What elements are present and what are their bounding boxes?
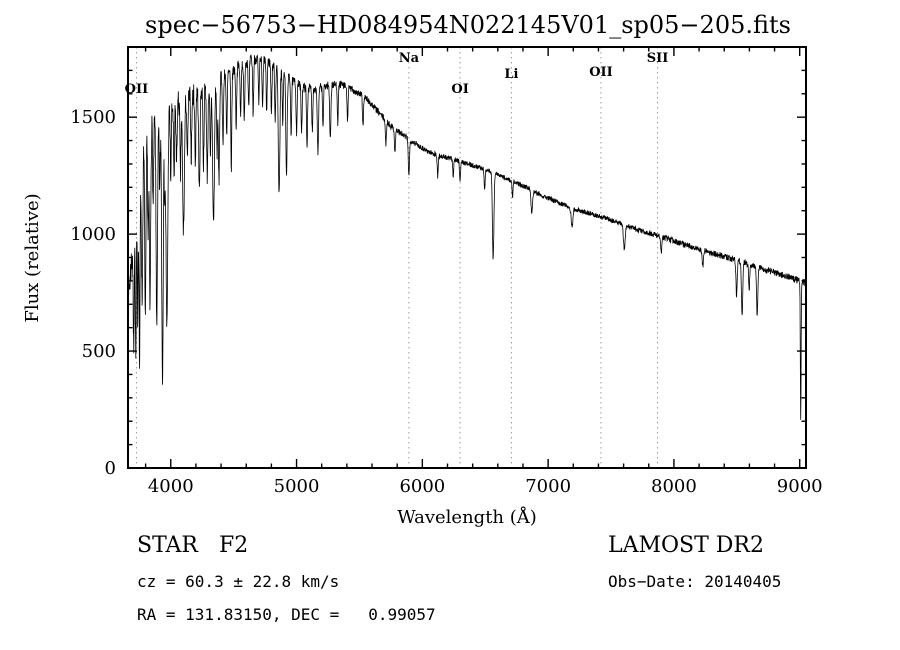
marker-label-li: Li bbox=[504, 67, 518, 82]
x-tick-label: 8000 bbox=[651, 476, 697, 497]
marker-label-oi: OI bbox=[451, 82, 468, 97]
object-class-label: STAR F2 bbox=[137, 533, 249, 558]
marker-label-oii: OII bbox=[589, 65, 613, 80]
x-tick-label: 6000 bbox=[399, 476, 445, 497]
y-tick-label: 500 bbox=[82, 341, 116, 362]
y-axis-label: Flux (relative) bbox=[22, 193, 43, 322]
spectrum-line bbox=[127, 54, 806, 420]
survey-release-label: LAMOST DR2 bbox=[608, 533, 764, 558]
plot-border bbox=[127, 46, 807, 469]
plot-frame bbox=[127, 46, 807, 469]
plot-title: spec−56753−HD084954N022145V01_sp05−205.f… bbox=[145, 11, 791, 39]
y-tick-label: 1000 bbox=[70, 224, 116, 245]
y-tick-label: 0 bbox=[105, 458, 116, 479]
axis-ticks bbox=[128, 46, 806, 469]
marker-label-sii: SII bbox=[647, 51, 669, 66]
x-tick-label: 5000 bbox=[274, 476, 320, 497]
ra-dec-label: RA = 131.83150, DEC = 0.99057 bbox=[137, 605, 436, 624]
x-axis-label: Wavelength (Å) bbox=[397, 506, 537, 528]
x-tick-label: 4000 bbox=[148, 476, 194, 497]
obs-date-label: Obs−Date: 20140405 bbox=[608, 572, 782, 591]
x-tick-label: 7000 bbox=[525, 476, 571, 497]
x-tick-label: 9000 bbox=[777, 476, 823, 497]
spectrum-curve-group bbox=[127, 54, 806, 420]
axis-tick-labels: 4000 5000 6000 7000 8000 9000 0 500 1000 1500 bbox=[70, 107, 822, 497]
redshift-velocity-label: cz = 60.3 ± 22.8 km/s bbox=[137, 572, 340, 591]
y-tick-label: 1500 bbox=[70, 107, 116, 128]
marker-label-na: Na bbox=[399, 51, 420, 66]
